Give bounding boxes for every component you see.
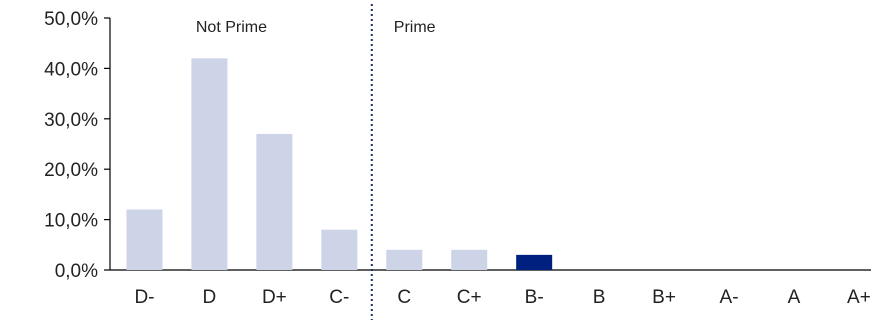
x-tick-label: C	[397, 287, 411, 308]
not-prime-label: Not Prime	[196, 19, 267, 36]
bar-D-	[126, 209, 163, 270]
x-tick-label: B+	[652, 287, 676, 308]
x-tick-label: B-	[525, 287, 544, 308]
x-tick-label: A-	[720, 287, 739, 308]
bar-C	[386, 249, 423, 270]
x-tick-label: D+	[262, 287, 287, 308]
x-tick-label: B	[593, 287, 606, 308]
bar-B-	[516, 254, 553, 270]
bar-C-	[321, 229, 358, 270]
x-tick-label: C+	[457, 287, 482, 308]
x-axis: D- D D+ C- C C+ B- B B+ A- A A+	[110, 269, 871, 308]
y-axis: 0,0% 10,0% 20,0% 30,0% 40,0% 50,0%	[44, 9, 111, 282]
bar-D	[191, 58, 228, 270]
y-tick-label: 0,0%	[55, 261, 98, 282]
prime-label: Prime	[394, 19, 436, 36]
y-tick-label: 40,0%	[44, 59, 98, 80]
y-tick-label: 20,0%	[44, 160, 98, 181]
x-tick-label: D	[203, 287, 217, 308]
x-tick-label: C-	[329, 287, 349, 308]
y-tick-label: 10,0%	[44, 211, 98, 232]
bar-D+	[256, 133, 293, 270]
y-tick-label: 50,0%	[44, 9, 98, 30]
x-tick-label: D-	[134, 287, 154, 308]
x-tick-label: A	[788, 287, 801, 308]
annotations: Not Prime Prime	[196, 4, 436, 320]
bars	[126, 58, 553, 270]
y-tick-label: 30,0%	[44, 110, 98, 131]
bar-C+	[451, 249, 488, 270]
x-tick-label: A+	[847, 287, 871, 308]
